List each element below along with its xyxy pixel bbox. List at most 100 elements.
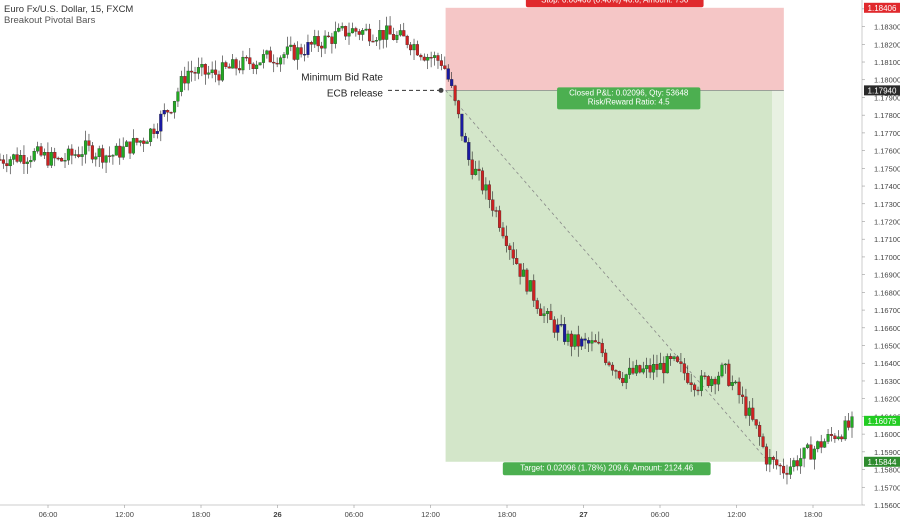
candle-body — [487, 184, 491, 200]
candle-body — [693, 384, 697, 391]
candle-body — [785, 472, 789, 475]
candle-body — [210, 69, 214, 74]
price-tick-label: 1.17500 — [874, 164, 900, 173]
candle-body — [66, 148, 70, 161]
candle-body — [320, 45, 324, 49]
time-tick-label: 06:00 — [345, 510, 364, 519]
candle-body — [617, 371, 621, 379]
candle-body — [87, 140, 91, 146]
candle-body — [42, 152, 47, 156]
candle-body — [193, 72, 197, 74]
candle-body — [525, 269, 529, 292]
candle-body — [703, 375, 707, 377]
candle-body — [323, 35, 327, 49]
candle-body — [97, 148, 101, 157]
candle-body — [234, 59, 238, 69]
candle-body — [114, 145, 118, 156]
candle-body — [426, 57, 430, 61]
candle-body — [477, 168, 481, 171]
candle-body — [491, 199, 495, 211]
candle-body — [710, 378, 714, 386]
candle-body — [850, 416, 854, 428]
candle-body — [77, 154, 81, 157]
candle-body — [268, 50, 272, 63]
price-tick-label: 1.16500 — [874, 342, 900, 351]
candle-body — [155, 131, 159, 134]
price-tag-entry-bg — [864, 85, 900, 96]
candle-body — [734, 381, 738, 384]
pnl-badge-bg — [557, 87, 701, 110]
candle-body — [542, 313, 546, 316]
candle-body — [56, 157, 60, 160]
candle-body — [802, 447, 806, 459]
candle-body — [248, 57, 252, 65]
candle-body — [450, 79, 454, 86]
candle-body — [569, 333, 573, 347]
price-tick-label: 1.16200 — [874, 395, 900, 404]
price-tick-label: 1.17700 — [874, 129, 900, 138]
candle-body — [433, 55, 437, 58]
candle-body — [378, 30, 382, 41]
candle-body — [840, 436, 844, 440]
candle-body — [344, 26, 348, 37]
candle-body — [217, 74, 221, 81]
candle-body — [699, 375, 703, 391]
candle-body — [22, 155, 26, 164]
candle-body — [261, 54, 266, 63]
candle-body — [0, 159, 2, 161]
candle-body — [107, 155, 112, 157]
price-tag-stop: 1.18406 — [868, 4, 897, 13]
price-tick-label: 1.16300 — [874, 377, 900, 386]
candle-body — [498, 210, 502, 228]
candle-body — [125, 141, 129, 147]
price-tag-target: 1.15844 — [868, 458, 897, 467]
candle-body — [747, 407, 751, 416]
time-tick-label: 18:00 — [192, 510, 211, 519]
candle-body — [717, 375, 721, 385]
candle-body — [713, 378, 717, 385]
candle-body — [326, 35, 331, 38]
candle-body — [371, 40, 375, 43]
candle-body — [231, 59, 235, 69]
candle-body — [720, 364, 724, 377]
candle-body — [63, 160, 67, 162]
price-tick-label: 1.18200 — [874, 40, 900, 49]
candle-body — [600, 343, 604, 354]
candle-body — [306, 42, 310, 55]
candle-body — [203, 64, 207, 75]
candle-body — [330, 36, 334, 44]
candle-body — [340, 26, 344, 29]
candle-body — [302, 53, 307, 56]
candle-body — [679, 361, 683, 364]
candle-body — [272, 61, 276, 64]
price-tick-label: 1.15600 — [874, 501, 900, 510]
candle-body — [25, 161, 29, 164]
candle-body — [556, 324, 560, 333]
candle-body — [289, 44, 293, 47]
candle-body — [573, 334, 577, 347]
candle-body — [833, 435, 837, 440]
candle-body — [662, 362, 666, 374]
candle-body — [398, 30, 402, 36]
time-tick-label: 12:00 — [115, 510, 134, 519]
price-tag-stop-bg — [864, 2, 900, 13]
candle-body — [799, 458, 803, 467]
candle-body — [645, 365, 649, 369]
candle-body — [333, 31, 337, 44]
price-tag-entry: 1.17940 — [868, 86, 897, 95]
candle-body — [829, 434, 834, 436]
price-tick-label: 1.17100 — [874, 235, 900, 244]
candle-body — [361, 30, 365, 35]
candle-body — [559, 324, 563, 326]
candle-body — [443, 65, 447, 69]
chart-title: Euro Fx/U.S. Dollar, 15, FXCM — [4, 4, 134, 15]
candle-body — [456, 100, 461, 115]
candle-body — [532, 280, 536, 301]
candle-body — [200, 64, 204, 68]
candle-body — [296, 47, 300, 60]
candle-body — [744, 396, 748, 416]
candle-body — [145, 141, 149, 144]
candle-body — [83, 140, 88, 155]
